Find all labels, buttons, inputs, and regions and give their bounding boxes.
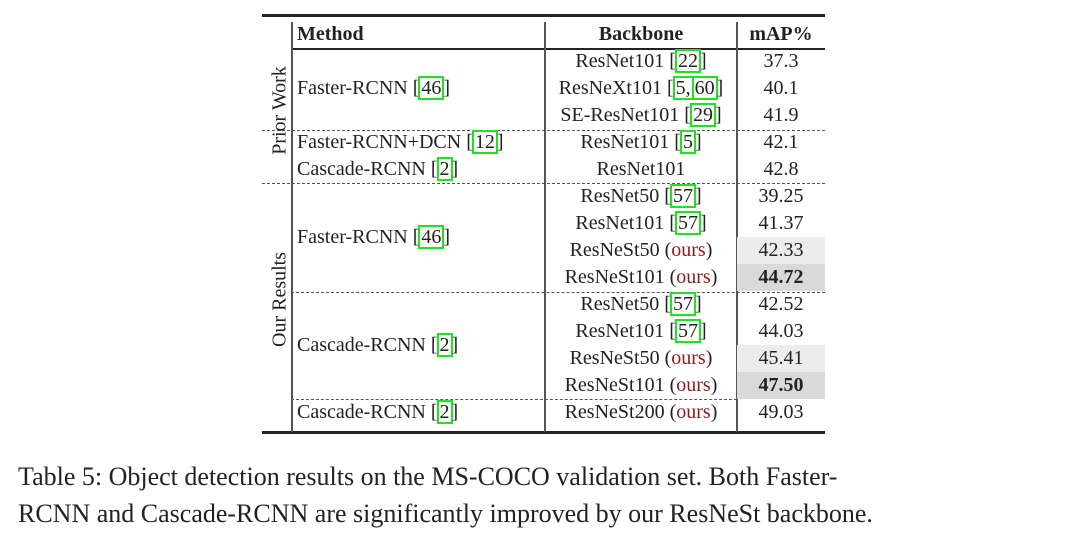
dashed-separator	[291, 292, 825, 293]
backbone-cell: ResNeSt101 (ours)	[564, 374, 718, 396]
method-cell: Faster-RCNN+DCN [12]	[297, 130, 504, 154]
header-backbone: Backbone	[598, 23, 684, 45]
caption-line-2: RCNN and Cascade-RCNN are significantly …	[18, 499, 873, 528]
map-value: 44.72	[737, 264, 825, 291]
method-cell: Faster-RCNN [46]	[297, 224, 451, 249]
citation-link[interactable]: 5,	[672, 76, 694, 100]
backbone-cell: ResNet101 [57]	[575, 319, 707, 343]
backbone-cell: ResNeSt50 (ours)	[569, 239, 713, 261]
ours-label: ours	[671, 239, 706, 261]
map-value: 42.1	[763, 131, 799, 153]
map-value: 41.9	[763, 104, 799, 126]
dashed-separator	[291, 399, 737, 400]
map-value: 39.25	[758, 185, 804, 207]
map-value: 47.50	[737, 372, 825, 399]
map-value: 42.8	[763, 158, 799, 180]
citation-link[interactable]: 57	[674, 211, 701, 235]
map-value: 40.1	[763, 77, 799, 99]
citation-link[interactable]: 46	[418, 224, 445, 249]
backbone-cell: SE-ResNet101 [29]	[560, 103, 722, 127]
map-value: 49.03	[758, 401, 804, 423]
backbone-cell: ResNeSt101 (ours)	[564, 266, 718, 288]
dashed-separator	[262, 130, 825, 131]
map-value: 37.3	[763, 50, 799, 72]
backbone-cell: ResNet50 [57]	[580, 184, 702, 208]
ours-label: ours	[676, 374, 711, 396]
citation-link[interactable]: 12	[471, 130, 498, 154]
citation-link[interactable]: 2	[436, 400, 453, 424]
method-divider	[291, 22, 293, 432]
citation-link[interactable]: 29	[689, 103, 716, 127]
header-map: mAP%	[749, 23, 813, 45]
map-value: 41.37	[758, 212, 804, 234]
map-divider	[736, 22, 738, 432]
citation-link[interactable]: 57	[669, 184, 696, 208]
backbone-cell: ResNeXt101 [5, 60]	[558, 76, 724, 100]
header-method: Method	[297, 23, 364, 45]
map-value: 42.52	[758, 293, 804, 315]
map-value: 45.41	[737, 345, 825, 372]
method-cell: Cascade-RCNN [2]	[297, 332, 459, 357]
backbone-cell: ResNet101	[596, 158, 686, 180]
citation-link[interactable]: 2	[436, 157, 453, 181]
dashed-separator	[262, 183, 825, 184]
citation-link[interactable]: 22	[674, 49, 701, 73]
top-rule	[262, 14, 825, 17]
backbone-cell: ResNeSt50 (ours)	[569, 347, 713, 369]
method-cell: Cascade-RCNN [2]	[297, 400, 459, 424]
ours-label: ours	[671, 347, 706, 369]
map-value: 42.33	[737, 237, 825, 264]
caption-line-1: Table 5: Object detection results on the…	[18, 462, 838, 491]
method-cell: Faster-RCNN [46]	[297, 76, 451, 100]
group-label-our-results: Our Results	[268, 252, 291, 347]
backbone-cell: ResNet101 [22]	[575, 49, 707, 73]
citation-link[interactable]: 57	[674, 319, 701, 343]
backbone-divider	[544, 22, 546, 432]
citation-link[interactable]: 2	[436, 332, 453, 357]
ours-label: ours	[676, 266, 711, 288]
citation-link[interactable]: 60	[691, 76, 718, 100]
citation-link[interactable]: 5	[679, 130, 696, 154]
ours-label: ours	[676, 401, 711, 423]
citation-link[interactable]: 46	[418, 76, 445, 100]
map-value: 44.03	[758, 320, 804, 342]
citation-link[interactable]: 57	[669, 292, 696, 316]
backbone-cell: ResNet50 [57]	[580, 292, 702, 316]
method-cell: Cascade-RCNN [2]	[297, 157, 459, 181]
backbone-cell: ResNet101 [5]	[580, 130, 702, 154]
group-label-prior-work: Prior Work	[268, 66, 291, 155]
bottom-rule	[262, 431, 825, 434]
backbone-cell: ResNeSt200 (ours)	[564, 401, 718, 423]
header-rule	[291, 48, 825, 50]
backbone-cell: ResNet101 [57]	[575, 211, 707, 235]
